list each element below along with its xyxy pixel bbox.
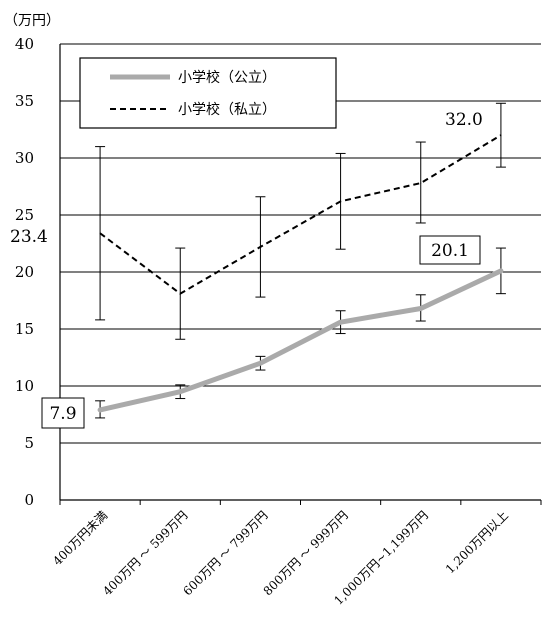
x-category-label: 400万円未満 [50, 508, 110, 568]
y-tick-label: 5 [24, 434, 34, 452]
y-tick-label: 15 [15, 320, 34, 338]
y-tick-label: 10 [15, 377, 34, 395]
data-point [340, 200, 342, 202]
x-category-label: 1,200万円以上 [443, 508, 511, 576]
data-point [259, 246, 261, 248]
legend-box [79, 57, 337, 129]
data-point [420, 182, 422, 184]
data-label: 32.0 [445, 110, 483, 130]
y-tick-label: 0 [24, 491, 34, 509]
data-point [340, 321, 342, 323]
y-tick-label: 20 [15, 263, 34, 281]
x-category-label: 1,000万円~1,199万円 [331, 508, 431, 608]
data-point [500, 134, 502, 136]
data-point [179, 391, 181, 393]
data-label: 7.9 [49, 404, 76, 424]
data-point [420, 307, 422, 309]
x-category-label: 400万円 ～ 599万円 [100, 508, 190, 598]
data-point [99, 409, 101, 411]
data-point [179, 293, 181, 295]
series-line-1 [99, 134, 502, 295]
data-label: 20.1 [431, 241, 469, 261]
y-tick-label: 25 [15, 206, 34, 224]
data-point [500, 270, 502, 272]
x-category-label: 600万円 ～ 799万円 [180, 508, 270, 598]
x-category-label: 800万円 ～ 999万円 [261, 508, 351, 598]
data-point [259, 362, 261, 364]
legend-entry-0: 小学校（公立） [178, 69, 276, 86]
data-point [99, 232, 101, 234]
series-line-0 [97, 268, 504, 413]
y-tick-label: 40 [15, 35, 34, 53]
y-tick-label: 30 [15, 149, 34, 167]
y-tick-label: 35 [15, 92, 34, 110]
y-unit-label: （万円） [4, 13, 60, 29]
legend-entry-1: 小学校（私立） [178, 101, 276, 118]
legend: 小学校（公立） 小学校（私立） [79, 57, 337, 129]
data-label: 23.4 [10, 227, 48, 247]
data-label-box [41, 397, 85, 429]
data-label-box [419, 235, 481, 265]
